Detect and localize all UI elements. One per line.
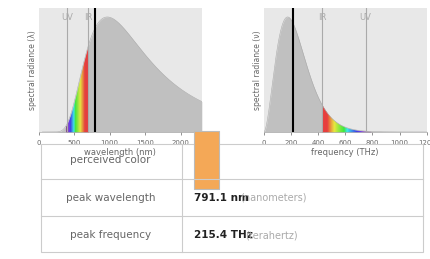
Text: 215.4 THz: 215.4 THz	[194, 230, 256, 240]
Text: UV: UV	[61, 13, 73, 22]
Y-axis label: spectral radiance (ν): spectral radiance (ν)	[253, 30, 262, 110]
Text: IR: IR	[317, 13, 325, 22]
Y-axis label: spectral radiance (λ): spectral radiance (λ)	[28, 30, 37, 110]
Text: 791.1 nm: 791.1 nm	[194, 193, 252, 203]
Text: perceived color: perceived color	[70, 155, 150, 165]
Text: (nanometers): (nanometers)	[240, 193, 306, 203]
Text: (terahertz): (terahertz)	[245, 230, 297, 240]
Text: peak wavelength: peak wavelength	[66, 193, 155, 203]
Text: IR: IR	[84, 13, 92, 22]
X-axis label: frequency (THz): frequency (THz)	[311, 148, 378, 157]
X-axis label: wavelength (nm): wavelength (nm)	[84, 148, 156, 157]
Text: peak frequency: peak frequency	[70, 230, 151, 240]
Text: UV: UV	[359, 13, 371, 22]
FancyBboxPatch shape	[194, 131, 219, 189]
